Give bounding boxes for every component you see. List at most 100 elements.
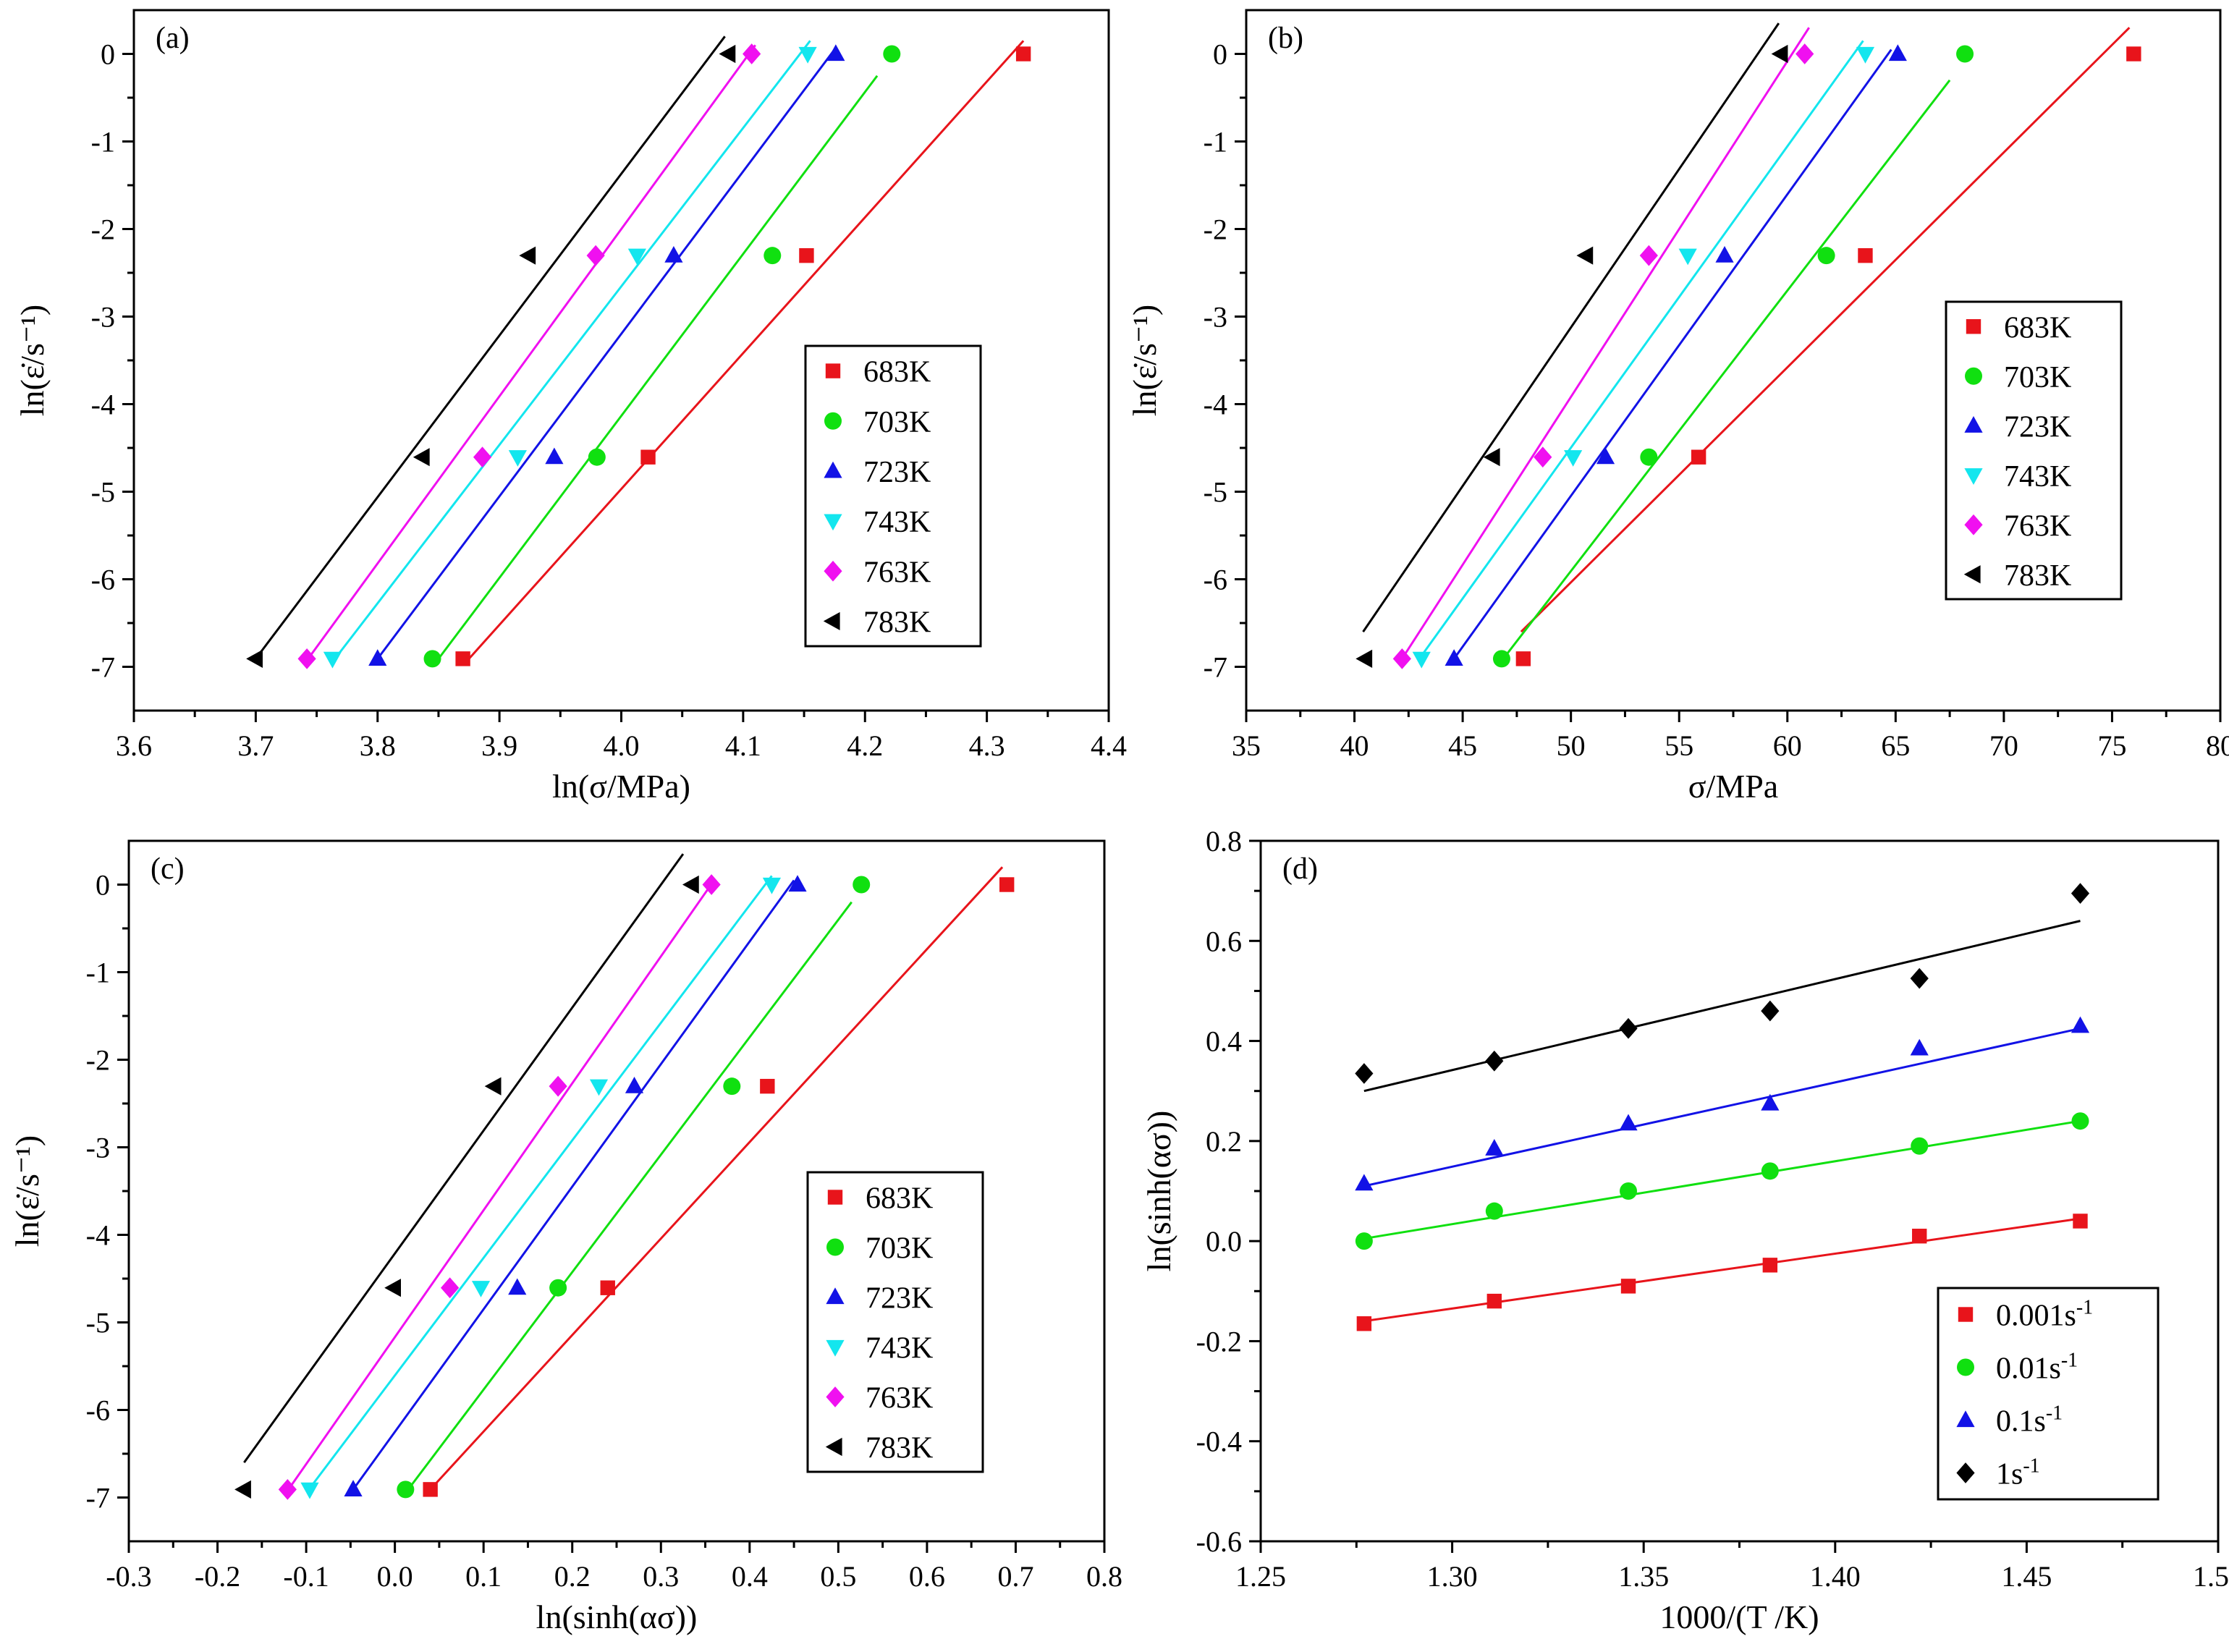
data-point [1485,1202,1503,1220]
data-point [455,651,470,666]
data-point [719,44,736,64]
y-tick-label: -3 [91,301,115,334]
legend-marker [1965,367,1982,385]
x-tick-label: 4.2 [847,729,883,762]
legend-marker [1964,468,1983,485]
data-point [1596,447,1615,465]
fit-line [1363,1217,2081,1323]
legend-label: 743K [863,506,931,539]
x-tick-label: 80 [2206,729,2229,762]
data-point [246,649,263,668]
data-point [1761,1162,1779,1180]
data-point [1492,650,1510,668]
legend-label: 683K [2004,311,2071,344]
data-point [640,449,656,465]
legend-label: 723K [863,456,931,489]
legend-label: 723K [866,1282,933,1316]
data-point [1771,44,1788,64]
y-axis-label: ln(sinh(ασ)) [1141,1111,1177,1272]
data-point [1715,245,1734,263]
fit-line [1362,22,1780,632]
legend-marker [1963,565,1981,584]
legend-marker [827,1190,843,1205]
x-tick-label: 4.3 [969,729,1005,762]
y-tick-label: -1 [1204,126,1227,158]
legend-label: 783K [866,1432,933,1465]
legend-label: 743K [866,1332,933,1365]
x-tick-label: 3.9 [481,729,517,762]
y-tick-label: -6 [91,564,115,596]
panel-label: (d) [1282,852,1318,886]
data-point [471,1281,491,1297]
legend-marker [826,1339,845,1357]
legend-label: 0.01s-1 [1996,1350,2078,1386]
y-tick-label: 0.8 [1206,825,1242,857]
data-point [625,1076,644,1093]
panel-label: (c) [151,852,185,886]
x-axis-label: ln(σ/MPa) [552,768,690,805]
data-point [1355,1174,1374,1191]
legend-marker [1956,1462,1975,1483]
data-point [1392,648,1411,669]
legend-label: 763K [866,1382,933,1415]
data-point [1015,46,1031,62]
x-tick-label: 35 [1232,729,1261,762]
y-tick-label: -7 [1204,651,1227,684]
data-point [1355,649,1373,668]
data-point [549,1075,567,1097]
data-point [1956,45,1974,63]
data-point [743,43,761,64]
legend-label: 1s-1 [1996,1455,2040,1491]
data-point [1564,450,1583,467]
y-tick-label: -4 [91,389,115,421]
fit-line [1520,27,2131,633]
data-point [588,448,606,466]
x-tick-label: -0.2 [195,1560,240,1593]
x-tick-label: 1.35 [1618,1560,1669,1593]
y-axis-label: ln(ε̇/s⁻¹) [9,1135,46,1248]
fit-line [1363,920,2081,1093]
data-point [788,875,807,892]
x-tick-label: 0.3 [643,1560,679,1593]
x-tick-label: 50 [1557,729,1586,762]
data-point [1910,967,1929,989]
x-tick-label: 60 [1773,729,1802,762]
data-point [2073,1213,2088,1229]
data-point [2071,883,2090,904]
data-point [1534,446,1552,468]
fit-line [376,48,836,660]
legend-marker [824,560,842,582]
data-point [723,1077,741,1096]
data-point [2071,1016,2090,1033]
data-point [682,875,699,894]
data-point [545,447,564,465]
x-tick-label: 4.0 [604,729,640,762]
data-point [484,1077,502,1096]
legend-box [1937,1287,2160,1501]
data-point [1576,246,1594,265]
data-point [1910,1038,1929,1056]
fit-line [334,40,811,660]
data-point [586,245,605,266]
x-tick-label: 3.8 [360,729,396,762]
legend-label: 783K [2004,559,2071,593]
data-point [760,1078,775,1094]
data-point [1620,1182,1638,1200]
legend-marker [825,363,841,378]
legend-label-sup: -1 [2076,1297,2093,1319]
x-axis-label: ln(sinh(ασ)) [536,1598,698,1635]
x-tick-label: 0.4 [732,1560,768,1593]
data-point [1691,449,1706,465]
fit-line [429,866,1004,1491]
fit-line [407,901,853,1491]
x-tick-label: 0.0 [377,1560,413,1593]
fit-line [1418,40,1864,660]
fit-line [1401,27,1810,660]
data-point [664,245,683,263]
y-tick-label: -5 [91,476,115,509]
data-point [549,1279,567,1297]
fit-line [308,875,773,1491]
y-tick-label: -4 [86,1219,110,1252]
x-tick-label: 3.6 [116,729,152,762]
data-point [234,1480,251,1499]
